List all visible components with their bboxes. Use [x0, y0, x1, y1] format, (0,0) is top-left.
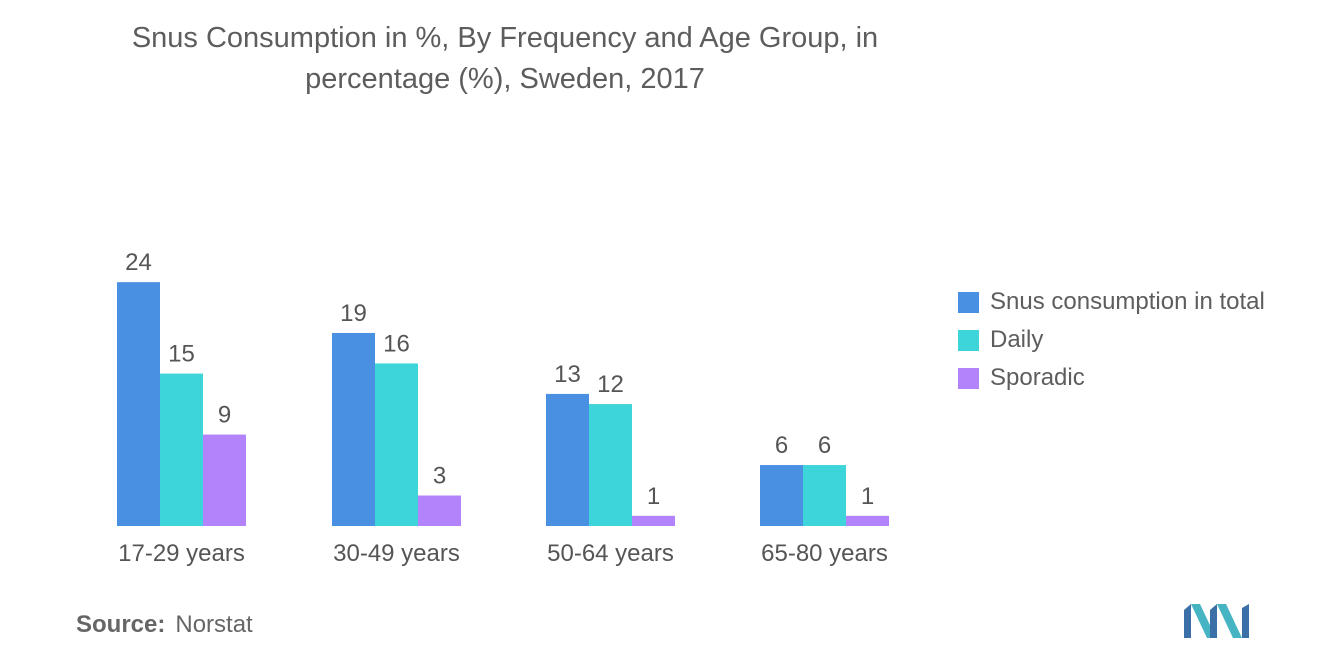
- data-label-total-2: 19: [340, 300, 367, 327]
- bar-total-1: [117, 282, 160, 526]
- bar-total-4: [760, 465, 803, 526]
- x-tick-label-1: 17-29 years: [118, 540, 245, 567]
- legend-label-total: Snus consumption in total: [990, 288, 1265, 315]
- bar-sporadic-2: [418, 495, 461, 526]
- x-tick-label-3: 50-64 years: [547, 540, 674, 567]
- chart-legend: Snus consumption in total Daily Sporadic: [958, 283, 1265, 397]
- x-tick-label-4: 65-80 years: [761, 540, 888, 567]
- legend-item-daily: Daily: [958, 321, 1265, 359]
- source-label: Source:: [76, 611, 166, 638]
- data-label-daily-4: 6: [818, 432, 831, 459]
- bar-daily-2: [375, 363, 418, 526]
- data-label-total-4: 6: [775, 432, 788, 459]
- legend-label-sporadic: Sporadic: [990, 364, 1085, 391]
- legend-swatch-sporadic: [958, 367, 979, 389]
- bar-daily-3: [589, 404, 632, 526]
- chart-title-line-2: percentage (%), Sweden, 2017: [305, 63, 705, 95]
- data-label-daily-3: 12: [597, 371, 624, 398]
- bar-sporadic-1: [203, 434, 246, 526]
- legend-swatch-daily: [958, 329, 979, 351]
- legend-label-daily: Daily: [990, 326, 1044, 353]
- data-label-total-3: 13: [554, 361, 581, 388]
- x-tick-label-2: 30-49 years: [333, 540, 460, 567]
- bar-daily-4: [803, 465, 846, 526]
- data-label-total-1: 24: [125, 249, 152, 276]
- data-label-sporadic-1: 9: [218, 402, 231, 429]
- chart-title: Snus Consumption in %, By Frequency and …: [60, 18, 950, 100]
- data-label-daily-1: 15: [168, 341, 195, 368]
- source-note: Source: Norstat: [76, 611, 253, 639]
- source-value: Norstat: [175, 611, 253, 638]
- data-label-sporadic-3: 1: [647, 483, 660, 510]
- legend-swatch-total: [958, 291, 979, 313]
- data-label-daily-2: 16: [383, 330, 410, 357]
- legend-item-total: Snus consumption in total: [958, 283, 1265, 321]
- brand-logo-icon: [1184, 604, 1249, 638]
- bar-total-2: [332, 332, 375, 526]
- bar-daily-1: [160, 373, 203, 526]
- data-label-sporadic-4: 1: [861, 483, 874, 510]
- legend-item-sporadic: Sporadic: [958, 359, 1265, 397]
- bar-sporadic-3: [632, 515, 675, 526]
- bar-total-3: [546, 393, 589, 526]
- data-label-sporadic-2: 3: [433, 463, 446, 490]
- bar-sporadic-4: [846, 515, 889, 526]
- chart-title-line-1: Snus Consumption in %, By Frequency and …: [131, 22, 879, 54]
